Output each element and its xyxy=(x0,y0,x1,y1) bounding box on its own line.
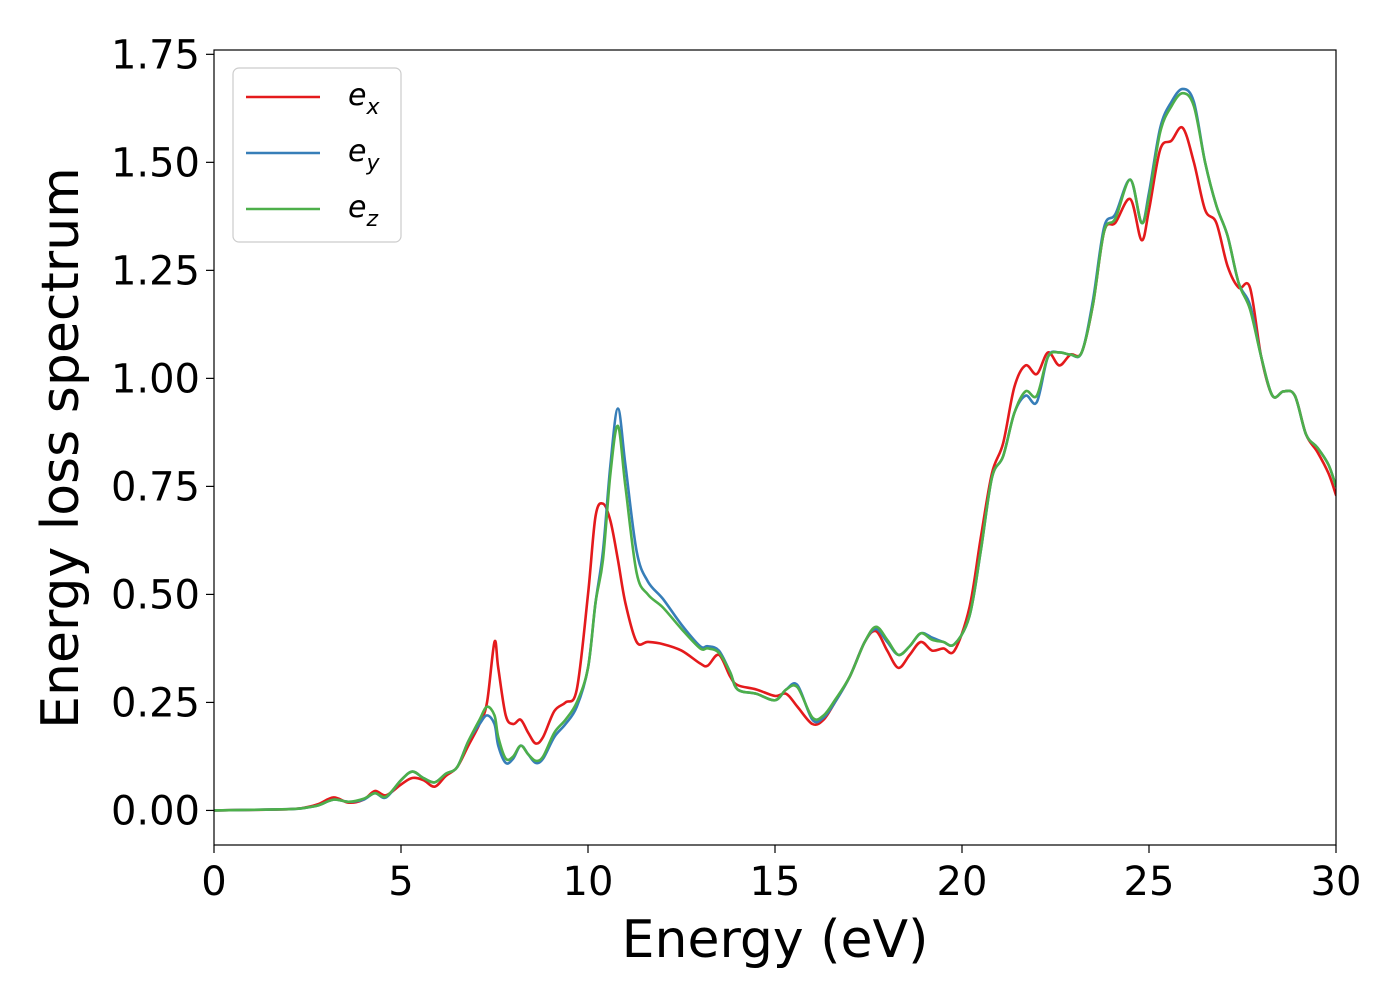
y-tick-label: 0.00 xyxy=(111,788,200,834)
legend-entry-z: ez xyxy=(246,190,378,232)
legend-label: ey xyxy=(348,134,380,176)
x-tick-label: 20 xyxy=(937,859,988,905)
legend: ex ey ez xyxy=(232,67,402,243)
legend-entry-x: ex xyxy=(246,78,380,120)
y-tick-label: 0.75 xyxy=(111,464,200,510)
y-tick-label: 1.00 xyxy=(111,356,200,402)
y-tick-label: 1.75 xyxy=(111,32,200,78)
legend-label: ex xyxy=(348,78,380,120)
series-line-z xyxy=(214,91,1336,812)
x-tick-label: 10 xyxy=(563,859,614,905)
x-axis: 0 5 10 15 20 25 30 xyxy=(201,845,1361,905)
legend-entry-y: ey xyxy=(246,134,380,176)
legend-box xyxy=(232,67,402,243)
x-tick-label: 25 xyxy=(1124,859,1175,905)
y-axis-label: Energy loss spectrum xyxy=(31,167,91,729)
x-tick-label: 30 xyxy=(1311,859,1362,905)
y-axis: 0.00 0.25 0.50 0.75 1.00 1.25 1.50 1.75 xyxy=(111,32,214,834)
y-tick-label: 1.50 xyxy=(111,140,200,186)
legend-label: ez xyxy=(348,190,378,232)
series-layer xyxy=(214,87,1336,812)
x-tick-label: 15 xyxy=(750,859,801,905)
y-tick-label: 0.25 xyxy=(111,680,200,726)
x-axis-label: Energy (eV) xyxy=(622,910,929,970)
y-tick-label: 1.25 xyxy=(111,248,200,294)
x-tick-label: 0 xyxy=(201,859,226,905)
x-tick-label: 5 xyxy=(388,859,413,905)
y-tick-label: 0.50 xyxy=(111,572,200,618)
